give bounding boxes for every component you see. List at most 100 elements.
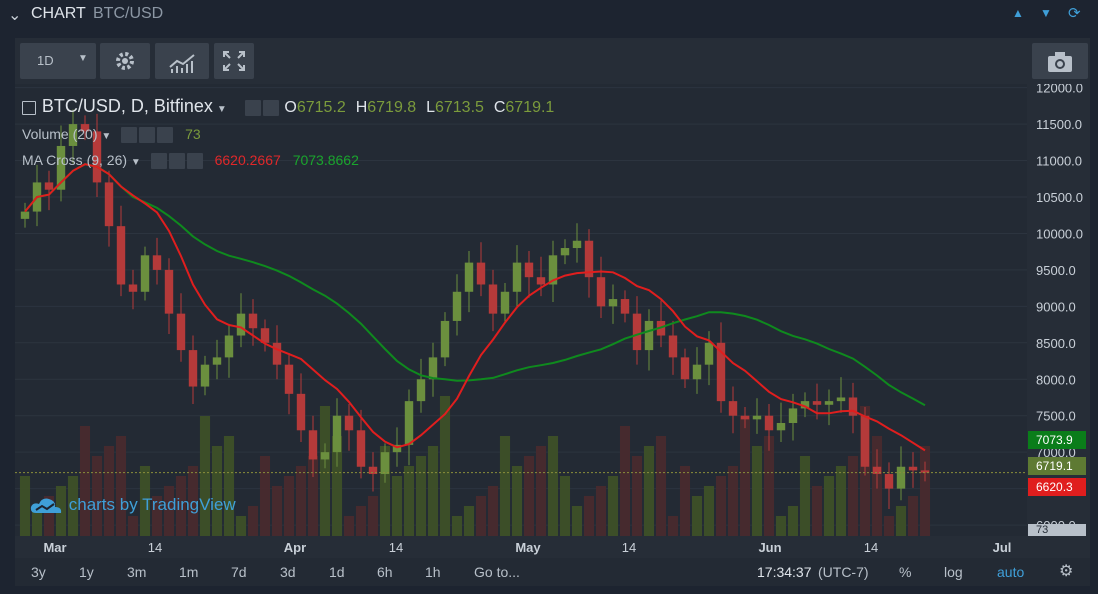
price-chart[interactable] [15,84,1027,536]
candle-body [452,291,462,321]
range-3m[interactable]: 3m [127,564,147,580]
clock-time: 17:34:37 [757,564,812,580]
candle-body [188,350,198,387]
goto-button[interactable]: Go to... [474,564,520,580]
candle-body [344,415,354,431]
caret-down-icon: ▼ [130,157,141,168]
ma-slow-value: 7073.8662 [292,152,359,168]
gear-icon[interactable] [139,127,156,144]
candle-body [20,211,30,219]
interval-dropdown[interactable]: 1D ▼ [20,43,96,79]
indicators-button[interactable] [155,43,209,79]
volume-bar [403,466,415,536]
volume-bar [595,486,607,536]
price-tick-label: 9000.0 [1036,299,1076,314]
price-tick-label: 9500.0 [1036,263,1076,278]
eye-icon[interactable] [150,153,167,170]
candle-body [44,182,54,190]
volume-bar [847,456,859,536]
price-tick-label: 10000.0 [1036,226,1083,241]
candle-body [404,401,414,445]
close-icon[interactable] [186,153,203,170]
candle-body [356,430,366,467]
volume-bar [199,416,211,536]
gear-icon[interactable] [168,153,185,170]
settings-button[interactable] [100,43,150,79]
volume-bar [139,466,151,536]
candle-body [536,277,546,285]
collapse-legend-icon[interactable] [22,101,36,116]
time-axis[interactable]: Mar 14 Apr 14 May 14 Jun 14 Jul [15,536,1027,558]
range-1y[interactable]: 1y [79,564,94,580]
volume-bar [811,486,823,536]
collapse-up-icon[interactable]: ▲ [1012,6,1024,20]
candle-body [908,466,918,471]
ma-fast-line [24,163,926,452]
auto-toggle[interactable]: auto [997,564,1025,580]
candle-body [308,430,318,460]
time-tick-label: 14 [864,540,878,555]
range-1m[interactable]: 1m [179,564,199,580]
indicators-icon [169,54,195,73]
volume-bar [619,426,631,536]
fullscreen-button[interactable] [214,43,254,79]
volume-bar [31,506,43,536]
price-tick-label: 8500.0 [1036,336,1076,351]
log-toggle[interactable]: log [944,564,963,580]
time-tick-label: 14 [389,540,403,555]
range-3y[interactable]: 3y [31,564,46,580]
plot-area[interactable] [15,84,1027,536]
candle-body [560,248,570,256]
candle-body [224,335,234,358]
candle-body [704,342,714,365]
price-tick-label: 10500.0 [1036,190,1083,205]
volume-title[interactable]: Volume (20) [22,126,98,142]
volume-tag: 73 [1028,524,1086,536]
range-1d[interactable]: 1d [329,564,345,580]
candle-body [248,313,258,329]
volume-bar [631,456,643,536]
last-price-tag: 6719.1 [1028,457,1086,475]
volume-bar [835,466,847,536]
candle-body [56,145,66,190]
tradingview-watermark[interactable]: charts by TradingView [30,495,236,516]
refresh-icon[interactable]: ⟳ [1068,5,1081,22]
volume-bar [679,466,691,536]
price-tick-label: 11000.0 [1036,154,1082,169]
caret-down-icon: ▼ [78,53,88,64]
volume-bar [379,446,391,536]
volume-bar [919,446,931,536]
fast-ma-tag: 6620.3 [1028,478,1086,496]
volume-bar [583,496,595,536]
ma-title[interactable]: MA Cross (9, 26) [22,152,128,168]
volume-bar [235,516,247,536]
candle-body [884,474,894,489]
candle-body [740,415,750,420]
candle-body [668,335,678,358]
series-title[interactable]: BTC/USD, D, Bitfinex [41,96,213,116]
percent-toggle[interactable]: % [899,564,912,580]
eye-icon[interactable] [121,127,138,144]
timezone[interactable]: (UTC-7) [818,564,869,580]
collapse-down-icon[interactable]: ▼ [1040,6,1052,20]
candle-body [428,357,438,380]
close-icon[interactable] [157,127,174,144]
snapshot-button[interactable] [1032,43,1088,79]
fullscreen-icon [223,51,245,71]
range-7d[interactable]: 7d [231,564,247,580]
range-3d[interactable]: 3d [280,564,296,580]
bottom-toolbar: 3y 1y 3m 1m 7d 3d 1d 6h 1h Go to... 17:3… [15,558,1090,586]
volume-bar [223,436,235,536]
range-1h[interactable]: 1h [425,564,441,580]
gear-icon[interactable] [262,100,279,117]
range-6h[interactable]: 6h [377,564,393,580]
gear-icon[interactable]: ⚙ [1059,563,1074,580]
chevron-down-icon[interactable]: ⌄ [8,7,22,24]
time-tick-label: May [515,540,541,555]
volume-bar [163,486,175,536]
volume-bar [715,476,727,536]
volume-bar [787,506,799,536]
candle-body [296,393,306,431]
volume-bar [79,426,91,536]
eye-icon[interactable] [244,100,261,117]
